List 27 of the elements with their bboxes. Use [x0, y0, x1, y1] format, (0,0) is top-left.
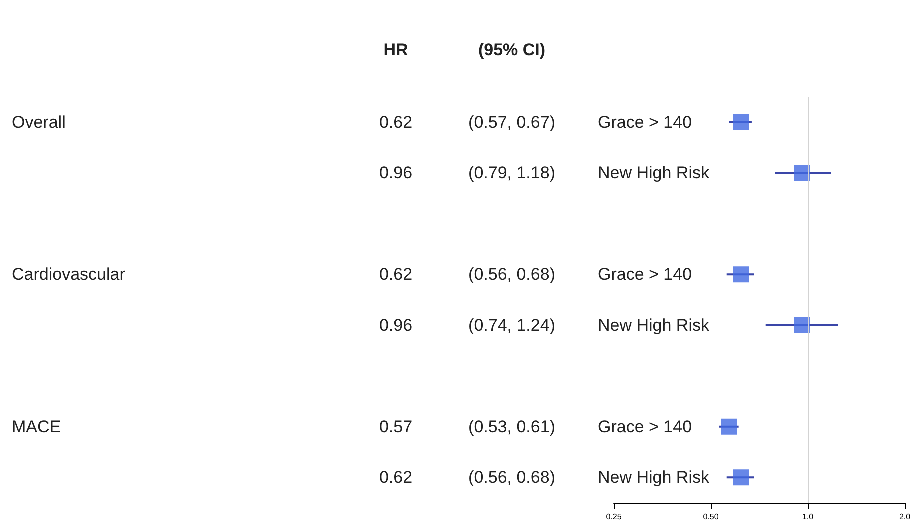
text: MACE	[12, 417, 62, 436]
text: (0.57, 0.67)	[468, 112, 556, 132]
x-tick-label: 0.25	[606, 512, 622, 522]
text: Overall	[12, 112, 66, 132]
text: (0.79, 1.18)	[468, 164, 556, 183]
data-label: 0.62	[379, 112, 413, 132]
text: (0.53, 0.61)	[468, 417, 556, 436]
x-tick-label: 1.0	[802, 512, 814, 522]
text: (95% CI)	[478, 40, 546, 60]
text: HR	[384, 40, 408, 60]
y-tick-label: New High Risk	[598, 316, 710, 335]
data-label: 0.57	[379, 417, 413, 436]
y-tick-label: Grace > 140	[598, 112, 692, 132]
y-tick-label: New High Risk	[598, 164, 710, 183]
data-label: 0.62	[379, 468, 413, 488]
y-tick-label: New High Risk	[598, 468, 710, 488]
text: (0.56, 0.68)	[468, 468, 556, 488]
text: (0.74, 1.24)	[468, 316, 556, 335]
x-tick-label: 2.0	[899, 512, 912, 522]
text: Cardiovascular	[12, 265, 126, 284]
data-label: 0.62	[379, 265, 413, 284]
y-tick-label: Grace > 140	[598, 417, 692, 436]
data-label: 0.96	[379, 316, 413, 335]
text: (0.56, 0.68)	[468, 265, 556, 284]
y-tick-label: Grace > 140	[598, 265, 692, 284]
data-label: 0.96	[379, 164, 413, 183]
x-tick-label: 0.50	[703, 512, 720, 522]
